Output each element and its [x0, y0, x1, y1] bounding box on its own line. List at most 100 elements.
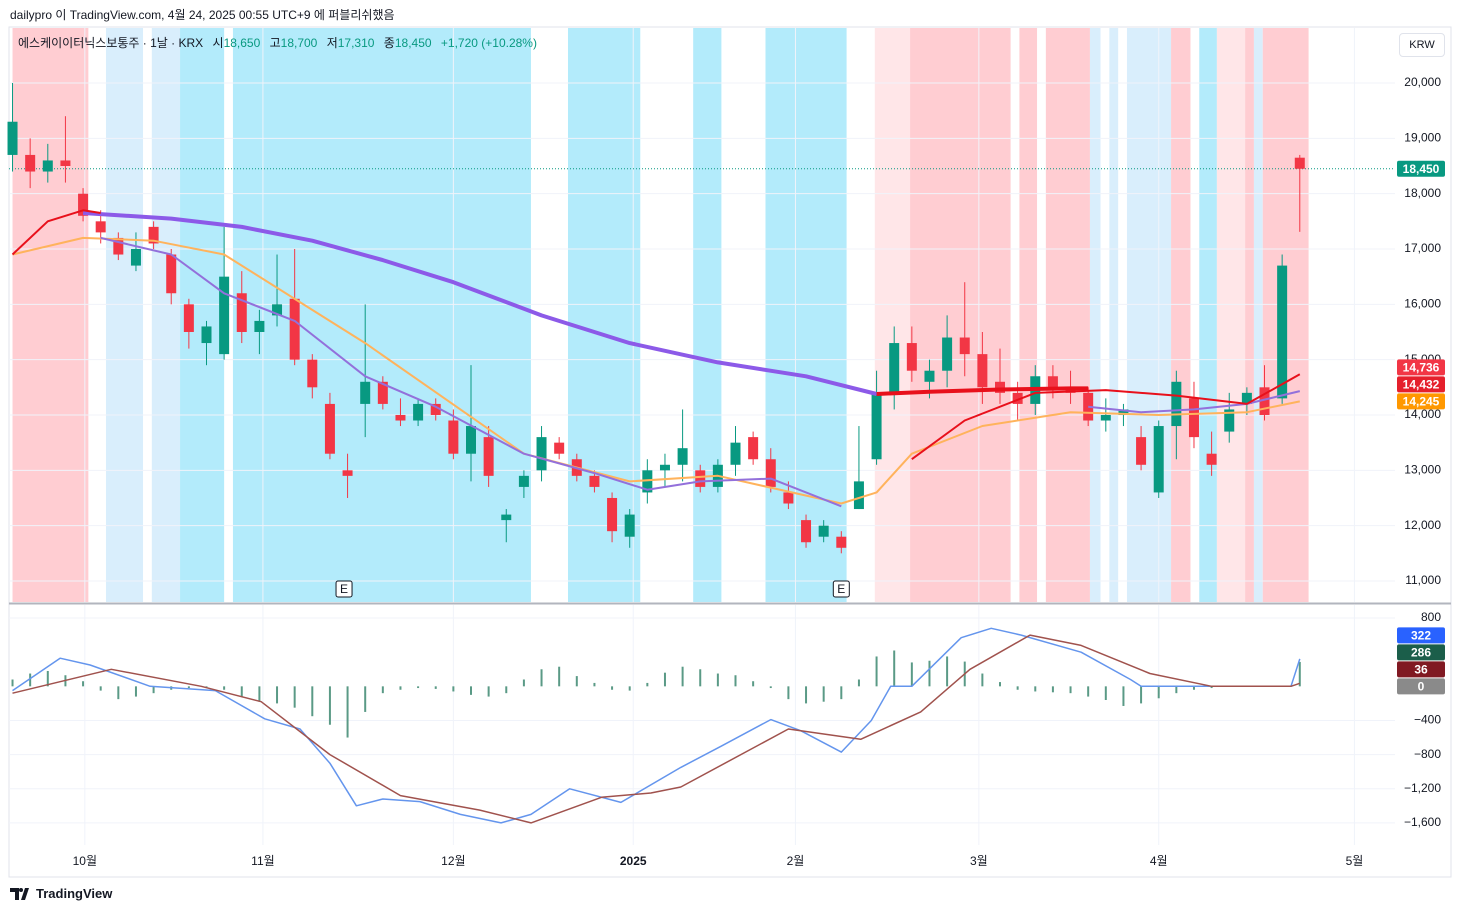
- indicator-line: [876, 386, 1089, 396]
- indicator-line: [12, 627, 1301, 824]
- signal-zone: [1126, 28, 1172, 602]
- candle-body: [1224, 409, 1235, 432]
- candle-body: [1012, 392, 1023, 404]
- signal-zone: [1199, 28, 1217, 602]
- candle-body: [42, 160, 53, 172]
- price-label-box: [1397, 393, 1445, 410]
- x-tick-label: 10월: [73, 854, 97, 868]
- signal-zone: [1216, 28, 1246, 602]
- y-tick-label: −1,200: [1404, 781, 1441, 795]
- candle-body: [536, 437, 547, 471]
- candle-body: [130, 248, 141, 266]
- y-tick-label: 17,000: [1404, 241, 1441, 255]
- candle-body: [1188, 398, 1199, 438]
- x-tick-label: 5월: [1346, 854, 1364, 868]
- candle-body: [1153, 426, 1164, 493]
- currency-button[interactable]: KRW: [1399, 33, 1445, 57]
- y-tick-label: −1,600: [1404, 815, 1441, 829]
- signal-zone: [232, 28, 531, 602]
- candle-body: [1241, 392, 1252, 404]
- candle-body: [1171, 381, 1182, 427]
- indicator-line: [82, 211, 878, 396]
- candle-body: [183, 304, 194, 332]
- candle-body: [483, 437, 494, 476]
- candle-body: [871, 392, 882, 460]
- candle-body: [95, 221, 106, 233]
- x-tick-label: 3월: [970, 854, 988, 868]
- candle-body: [360, 381, 371, 404]
- legend: 에스케이이터닉스보통주 · 1날 · KRX 시18,650 고18,700 저…: [18, 34, 543, 51]
- candle-body: [272, 304, 283, 316]
- brand: TradingView: [10, 886, 112, 901]
- signal-zone: [1171, 28, 1191, 602]
- candle-body: [7, 121, 18, 155]
- candle-body: [501, 514, 512, 521]
- ohlc-label: 종: [383, 36, 395, 50]
- candle-body: [1206, 453, 1217, 465]
- candle-body: [1047, 376, 1058, 388]
- candle-body: [25, 154, 36, 172]
- candle-body: [166, 254, 177, 294]
- price-label-box: [1397, 160, 1445, 177]
- signal-zone: [693, 28, 722, 602]
- candle-body: [1294, 157, 1305, 169]
- candle-body: [730, 442, 741, 465]
- y-tick-label: 11,000: [1405, 573, 1441, 587]
- candle-body: [1100, 414, 1111, 421]
- indicator-line: [100, 236, 1301, 508]
- price-label: 18,450: [1403, 162, 1440, 176]
- price-label: 14,736: [1403, 361, 1440, 375]
- candle-body: [959, 337, 970, 355]
- candle-body: [413, 403, 424, 421]
- candle-body: [677, 448, 688, 465]
- signal-zone: [765, 28, 847, 602]
- candle-body: [60, 160, 71, 166]
- x-tick-label: 12월: [441, 854, 465, 868]
- indicator-line: [11, 209, 1301, 461]
- candle-body: [78, 193, 89, 216]
- y-tick-label: 16,000: [1404, 296, 1441, 310]
- event-marker: [832, 580, 850, 598]
- price-label-box: [1397, 644, 1445, 661]
- candle-body: [607, 497, 618, 532]
- candle-body: [1083, 392, 1094, 421]
- price-label: 322: [1411, 629, 1431, 643]
- candle-body: [148, 226, 159, 244]
- candle-body: [342, 470, 353, 476]
- signal-zone: [1253, 28, 1263, 602]
- candle-body: [589, 475, 600, 487]
- candle-body: [395, 414, 406, 421]
- signal-zone: [1019, 28, 1038, 602]
- brand-name: TradingView: [36, 886, 113, 901]
- price-label: 36: [1414, 663, 1428, 677]
- x-tick-label: 11월: [251, 854, 275, 868]
- x-tick-label: 2025: [620, 854, 647, 868]
- ohlc-label: 저: [326, 36, 338, 50]
- candle-body: [113, 237, 124, 255]
- signal-zone: [1089, 28, 1101, 602]
- candle-body: [1136, 437, 1147, 465]
- signal-zone: [1045, 28, 1090, 602]
- ohlc-value: 17,310: [337, 36, 375, 50]
- candle-body: [324, 403, 335, 454]
- ohlc-value: 18,700: [280, 36, 318, 50]
- signal-zone: [1245, 28, 1254, 602]
- indicator-line: [12, 634, 1301, 824]
- candle-body: [783, 492, 794, 504]
- price-label: 0: [1418, 680, 1425, 694]
- price-label-box: [1397, 661, 1445, 678]
- y-tick-label: 14,000: [1404, 407, 1441, 421]
- price-label: 286: [1411, 646, 1431, 660]
- candle-body: [1259, 387, 1270, 415]
- candle-body: [977, 354, 988, 388]
- candle-body: [1118, 409, 1129, 415]
- candle-body: [906, 343, 917, 371]
- signal-zone: [874, 28, 911, 602]
- candle-body: [836, 536, 847, 548]
- y-tick-label: 12,000: [1404, 518, 1441, 532]
- candle-body: [924, 370, 935, 382]
- candle-body: [430, 403, 441, 415]
- candle-body: [765, 459, 776, 487]
